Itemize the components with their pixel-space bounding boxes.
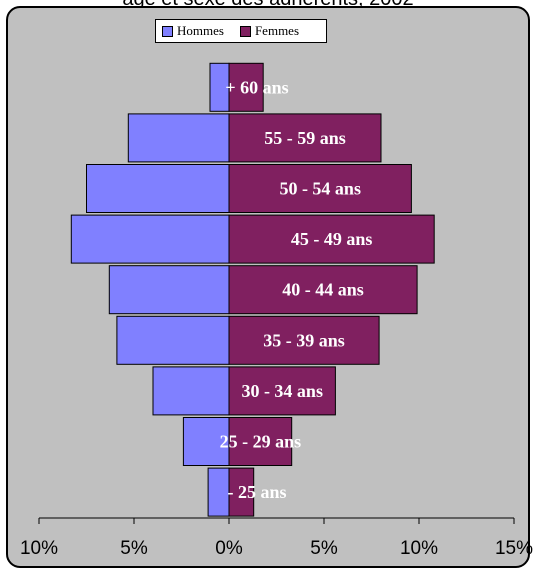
bar-women-3 [228,214,435,264]
bar-women-2 [228,164,412,213]
x-tick-label-0: 10% [20,538,58,559]
bar-women-7 [228,417,293,466]
bar-women-1 [228,113,382,163]
x-tick-label-5: 15% [495,538,533,559]
category-label-0: + 60 ans [225,77,288,97]
bar-men-2 [86,164,230,213]
x-tick-label-1: 5% [120,538,148,559]
category-label-4: 40 - 44 ans [282,280,364,300]
bar-men-4 [108,265,230,315]
bar-men-7 [182,417,230,466]
category-label-5: 35 - 39 ans [263,330,345,350]
bar-men-3 [70,214,230,264]
legend-label-men: Hommes [177,23,224,38]
x-tick-label-4: 10% [400,538,438,559]
category-label-2: 50 - 54 ans [279,179,361,199]
bar-women-4 [228,265,418,315]
bar-men-8 [207,467,230,517]
bar-women-8 [228,467,255,517]
category-label-6: 30 - 34 ans [241,381,323,401]
category-label-8: - 25 ans [227,482,286,502]
bar-men-1 [127,113,230,163]
chart-legend: Hommes Femmes [155,19,327,43]
x-tick-label-2: 0% [215,538,243,559]
legend-item-women: Femmes [239,23,300,39]
chart-title-partial: age et sexe des adhérents, 2002 [0,0,536,11]
legend-item-men: Hommes [162,23,224,39]
x-tick-label-3: 5% [310,538,338,559]
bar-women-6 [228,366,336,416]
legend-swatch-women [239,25,251,37]
bar-men-5 [116,315,230,365]
category-label-1: 55 - 59 ans [264,128,346,148]
category-label-3: 45 - 49 ans [291,229,373,249]
bar-men-6 [152,366,230,416]
legend-label-women: Femmes [254,23,300,38]
bar-women-0 [228,62,264,112]
legend-swatch-men [162,25,173,37]
category-label-7: 25 - 29 ans [220,432,302,452]
bar-women-5 [228,315,380,365]
